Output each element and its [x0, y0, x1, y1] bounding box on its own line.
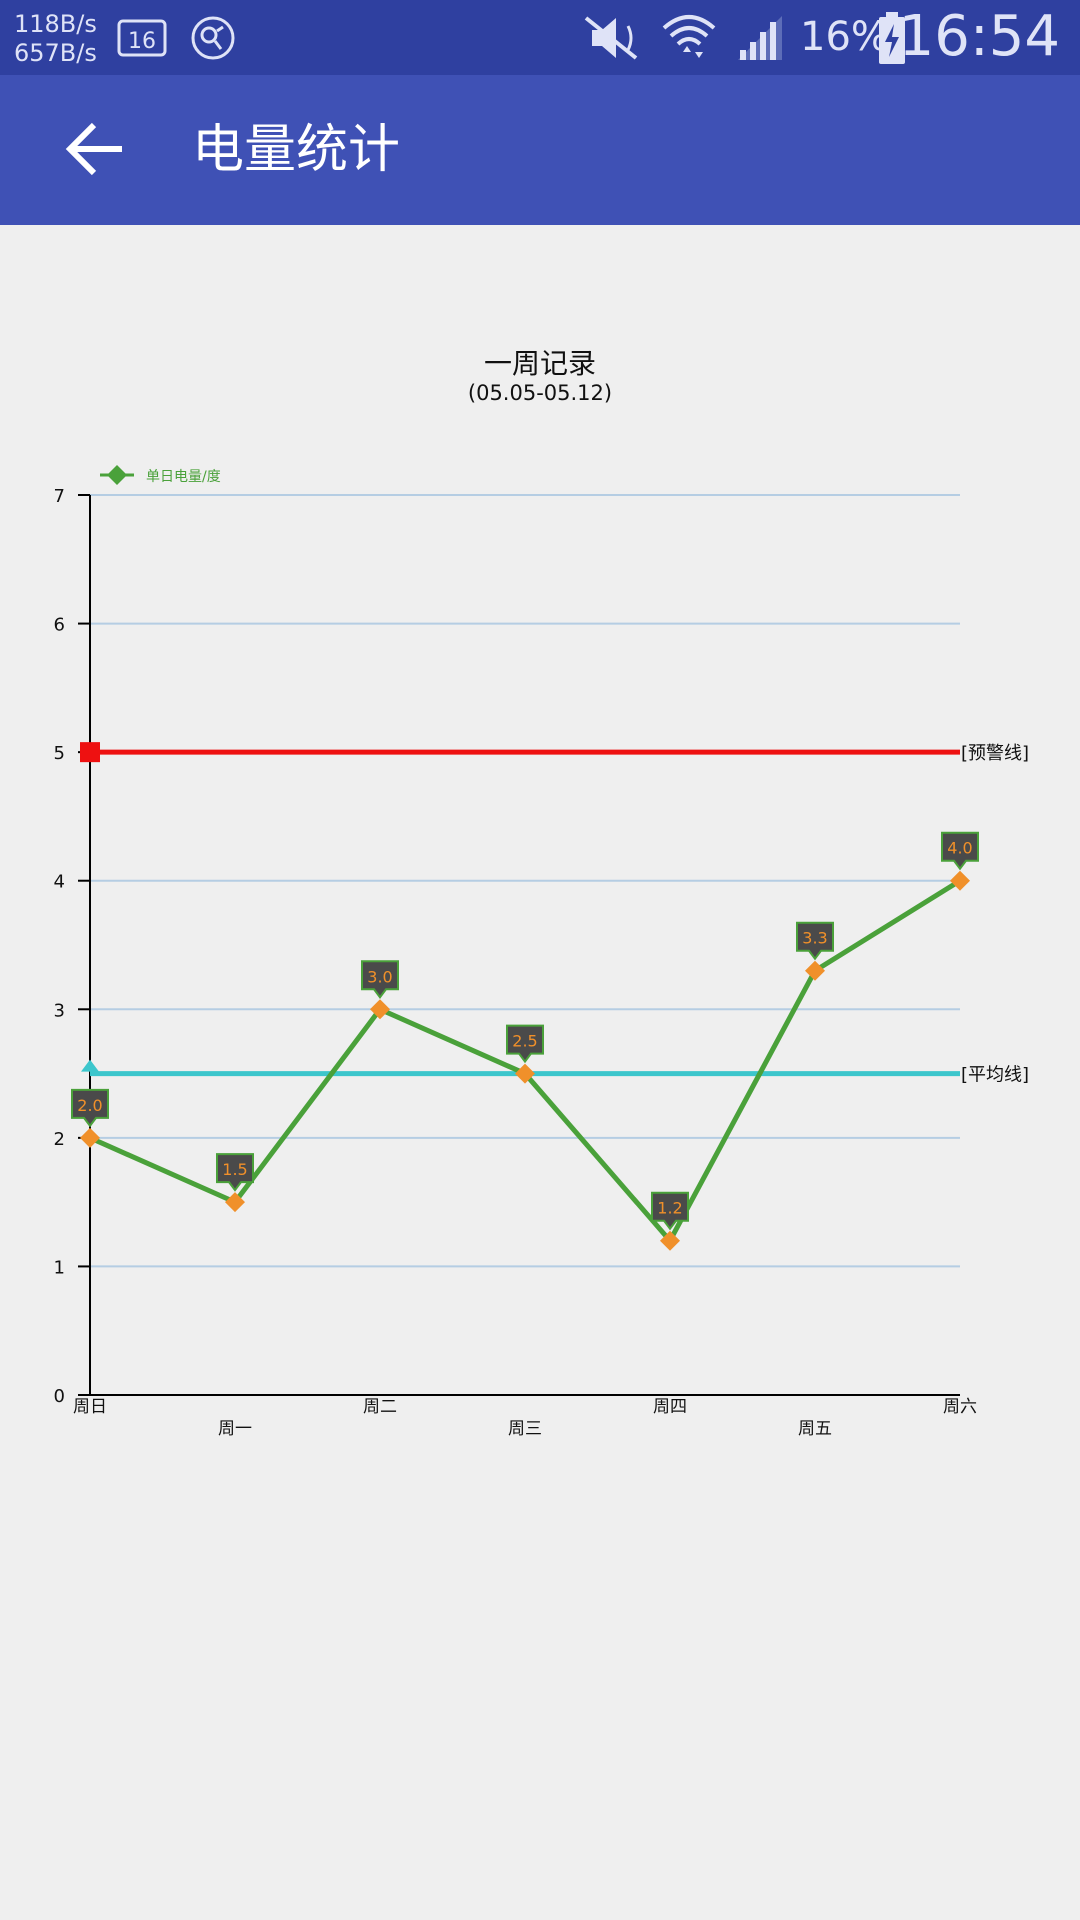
- data-label: 2.0: [77, 1096, 102, 1115]
- x-tick-label: 周日: [73, 1397, 107, 1417]
- upload-speed: 118B/s: [14, 10, 97, 38]
- battery-charging-icon: [879, 12, 905, 64]
- y-tick-label: 7: [54, 486, 65, 507]
- battery-percent: 16%: [800, 14, 889, 60]
- x-tick-label: 周三: [508, 1419, 542, 1439]
- page-title: 电量统计: [192, 120, 401, 180]
- data-label: 1.5: [222, 1160, 247, 1179]
- x-tick-label: 周六: [943, 1397, 977, 1417]
- legend-marker: [107, 465, 127, 485]
- reference-line-label: [预警线]: [961, 743, 1029, 764]
- app-bar: 电量统计: [0, 75, 1080, 225]
- reference-line-label: [平均线]: [961, 1065, 1029, 1086]
- data-label-box: [651, 1191, 689, 1231]
- data-label-box: [71, 1088, 109, 1128]
- data-label: 1.2: [657, 1199, 682, 1218]
- y-tick-label: 6: [54, 615, 65, 636]
- reference-marker: [80, 742, 100, 763]
- y-tick-label: 0: [54, 1386, 65, 1407]
- data-label: 4.0: [947, 839, 972, 858]
- y-tick-label: 5: [54, 743, 65, 764]
- data-label-box: [506, 1024, 544, 1064]
- data-point: [370, 999, 390, 1020]
- chart-area: 一周记录 (05.05-05.12) 0 1 2 3 4 5 6 7 周日周一 周二周三 周四周五 周六 […: [0, 225, 1080, 1475]
- data-label-box: [361, 960, 399, 999]
- sim-badge-text: 16: [128, 29, 156, 54]
- data-label: 3.0: [367, 967, 392, 986]
- x-tick-label: 周五: [798, 1419, 832, 1439]
- y-tick-label: 2: [54, 1129, 65, 1150]
- x-tick-label: 周四: [653, 1397, 687, 1417]
- data-point: [515, 1063, 535, 1084]
- data-label: 2.5: [512, 1032, 537, 1051]
- data-label-box: [941, 831, 979, 871]
- mute-icon: [584, 16, 638, 60]
- data-label-box: [796, 921, 834, 961]
- network-speed: 118B/s 657B/s: [14, 10, 97, 68]
- app-icon: [191, 16, 235, 60]
- sim-badge-icon: 16: [117, 19, 167, 57]
- data-point: [225, 1192, 245, 1213]
- data-point: [80, 1127, 100, 1148]
- signal-icon: [738, 16, 782, 60]
- data-point: [660, 1230, 680, 1251]
- wifi-icon: [662, 15, 716, 58]
- x-tick-label: 周一: [218, 1419, 252, 1439]
- status-bar: 118B/s 657B/s 16 16% 16:54: [0, 0, 1080, 75]
- data-label-box: [216, 1153, 254, 1192]
- y-tick-label: 1: [54, 1257, 65, 1278]
- y-tick-label: 4: [54, 872, 65, 893]
- chart-title: 一周记录: [484, 347, 596, 380]
- legend-label: 单日电量/度: [146, 469, 221, 485]
- data-label: 3.3: [802, 929, 827, 948]
- reference-marker: [81, 1059, 99, 1072]
- x-tick-label: 周二: [363, 1397, 397, 1417]
- chart-subtitle: (05.05-05.12): [468, 381, 612, 405]
- arrow-left-icon[interactable]: [60, 111, 136, 187]
- data-point: [950, 870, 970, 891]
- download-speed: 657B/s: [14, 39, 97, 67]
- data-point: [805, 960, 825, 981]
- clock: 16:54: [898, 4, 1060, 69]
- y-tick-label: 3: [54, 1000, 65, 1021]
